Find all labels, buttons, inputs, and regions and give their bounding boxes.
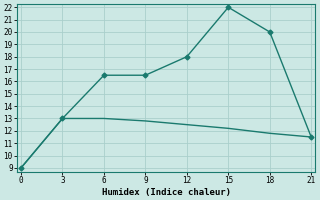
- X-axis label: Humidex (Indice chaleur): Humidex (Indice chaleur): [102, 188, 231, 197]
